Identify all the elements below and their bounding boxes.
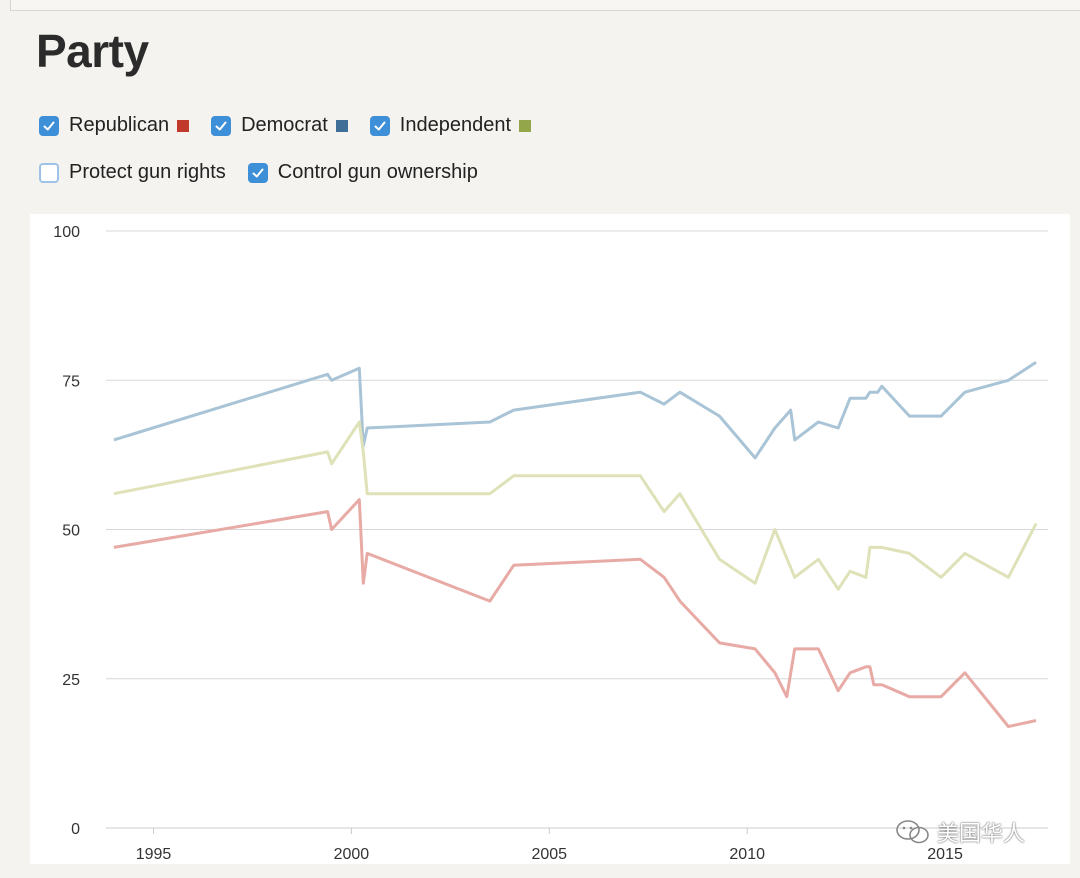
check-icon <box>215 121 227 130</box>
check-icon <box>43 121 55 130</box>
y-tick-label: 100 <box>53 224 80 241</box>
series-line-independent <box>113 420 1038 591</box>
check-icon <box>374 121 386 130</box>
series-line-democrat <box>113 361 1037 460</box>
y-tick-label: 75 <box>62 373 80 390</box>
filter-independent[interactable]: Independent <box>369 114 532 137</box>
filter-control-gun-ownership[interactable]: Control gun ownership <box>247 161 478 184</box>
y-tick-label: 50 <box>62 523 80 540</box>
republican-checkbox[interactable] <box>39 115 59 136</box>
x-tick-label: 2000 <box>334 846 370 863</box>
republican-swatch <box>177 119 190 132</box>
x-tick-label: 2010 <box>729 846 765 863</box>
independent-label: Independent <box>399 114 512 136</box>
x-tick-label: 2015 <box>927 846 963 863</box>
protect-gun-rights-checkbox[interactable] <box>39 162 59 183</box>
party-filter-row: Republican Democrat Independent <box>39 114 553 137</box>
top-strip <box>10 0 1080 11</box>
democrat-swatch <box>335 119 348 132</box>
filter-democrat[interactable]: Democrat <box>211 114 348 137</box>
filter-protect-gun-rights[interactable]: Protect gun rights <box>39 161 226 184</box>
y-tick-label: 0 <box>71 821 80 838</box>
series-line-republican <box>113 498 1037 728</box>
x-tick-label: 1995 <box>136 846 172 863</box>
grid-layer <box>106 230 1048 829</box>
independent-checkbox[interactable] <box>369 115 390 136</box>
check-icon <box>252 168 264 177</box>
watermark-text: 美国华人 <box>937 821 1026 846</box>
line-chart: 0 25 50 75 100 1995 2000 2005 2010 2015 <box>53 224 1048 863</box>
x-tick-label: 2005 <box>531 846 567 863</box>
wechat-icon <box>896 820 929 844</box>
democrat-label: Democrat <box>241 114 328 136</box>
filter-republican[interactable]: Republican <box>39 114 190 137</box>
chart-panel: 0 25 50 75 100 1995 2000 2005 2010 2015 <box>30 214 1070 864</box>
control-gun-ownership-label: Control gun ownership <box>277 161 478 183</box>
stance-filter-row: Protect gun rights Control gun ownership <box>39 161 500 184</box>
y-tick-label: 25 <box>62 672 80 689</box>
watermark: 美国华人 <box>895 816 1025 848</box>
control-gun-ownership-checkbox[interactable] <box>247 162 268 183</box>
axis-layer: 0 25 50 75 100 1995 2000 2005 2010 2015 <box>53 224 963 863</box>
independent-swatch <box>519 119 532 132</box>
democrat-checkbox[interactable] <box>211 115 232 136</box>
page-title: Party <box>36 25 149 77</box>
series-layer <box>113 361 1038 728</box>
protect-gun-rights-label: Protect gun rights <box>69 161 226 183</box>
republican-label: Republican <box>69 114 170 136</box>
